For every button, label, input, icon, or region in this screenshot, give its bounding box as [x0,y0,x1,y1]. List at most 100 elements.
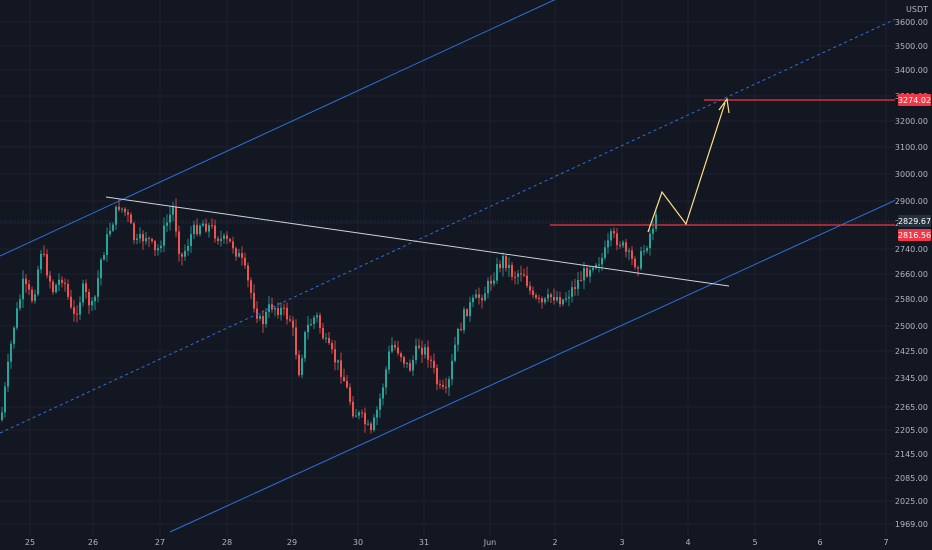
candle[interactable] [76,305,78,323]
candle[interactable] [343,368,345,383]
candle[interactable] [553,288,555,305]
candle[interactable] [217,236,219,245]
candle[interactable] [616,227,618,251]
candle[interactable] [385,366,387,395]
candle[interactable] [505,254,507,272]
candle[interactable] [229,237,231,243]
candle[interactable] [61,276,63,288]
candle[interactable] [352,396,354,419]
candle[interactable] [208,222,210,238]
candle[interactable] [364,407,366,433]
candle[interactable] [13,326,15,349]
candle[interactable] [316,312,318,323]
candle[interactable] [454,336,456,363]
candle[interactable] [568,290,570,307]
candle[interactable] [532,286,534,299]
price-badge[interactable]: 2829.67 [898,215,931,227]
candle[interactable] [415,338,417,365]
candle[interactable] [154,239,156,257]
candle[interactable] [127,208,129,222]
candle[interactable] [571,280,573,303]
candle[interactable] [4,381,6,418]
candle[interactable] [292,316,294,336]
candle[interactable] [607,232,609,254]
candle[interactable] [592,266,594,273]
candle[interactable] [1,406,3,422]
candle[interactable] [133,221,135,245]
candle[interactable] [340,352,342,384]
candle[interactable] [559,291,561,308]
candle[interactable] [646,245,648,254]
candle[interactable] [283,303,285,316]
candle[interactable] [100,257,102,286]
candle[interactable] [31,286,33,304]
candle[interactable] [181,252,183,266]
candle[interactable] [469,296,471,322]
candle[interactable] [583,261,585,290]
candle[interactable] [250,277,252,299]
candle[interactable] [610,228,612,247]
candle[interactable] [523,268,525,277]
candle[interactable] [136,233,138,245]
candle[interactable] [97,270,99,303]
candle[interactable] [271,297,273,313]
candle[interactable] [265,308,267,328]
candle[interactable] [424,343,426,359]
candle[interactable] [367,419,369,426]
candle[interactable] [307,316,309,340]
candle[interactable] [574,278,576,296]
candle[interactable] [121,207,123,213]
candle[interactable] [562,298,564,307]
candle[interactable] [49,271,51,289]
candle[interactable] [112,222,114,233]
candle[interactable] [103,251,105,261]
candle[interactable] [238,249,240,258]
candle[interactable] [649,229,651,256]
candle[interactable] [472,294,474,307]
candle[interactable] [85,279,87,299]
candle[interactable] [286,302,288,325]
channel-upper-line[interactable] [0,0,565,257]
candle[interactable] [622,240,624,248]
candle[interactable] [160,240,162,253]
candle[interactable] [400,351,402,362]
candle[interactable] [178,225,180,262]
projection-path[interactable] [647,102,726,233]
candle[interactable] [211,218,213,229]
candle[interactable] [313,315,315,329]
candle[interactable] [397,340,399,356]
candle[interactable] [460,322,462,332]
candle[interactable] [196,218,198,237]
candle[interactable] [445,377,447,394]
candle[interactable] [37,265,39,297]
candle[interactable] [247,262,249,288]
candle[interactable] [442,379,444,390]
candle[interactable] [595,262,597,270]
candle[interactable] [589,266,591,283]
candle[interactable] [295,319,297,360]
candle[interactable] [304,330,306,363]
candle[interactable] [355,408,357,418]
candle[interactable] [439,379,441,389]
candle[interactable] [544,296,546,305]
candle[interactable] [268,295,270,318]
candle[interactable] [382,383,384,406]
candle[interactable] [379,393,381,418]
channel-lower-line[interactable] [169,198,899,533]
price-axis[interactable]: USDT3600.003500.003400.003300.003200.003… [895,0,932,550]
candle[interactable] [319,312,321,334]
candle[interactable] [586,264,588,279]
candle[interactable] [109,222,111,238]
candle[interactable] [199,223,201,237]
candle[interactable] [550,292,552,303]
candle[interactable] [88,288,90,314]
candle[interactable] [226,231,228,245]
candle[interactable] [370,421,372,434]
candle[interactable] [34,289,36,304]
candle[interactable] [478,287,480,305]
candle[interactable] [451,354,453,386]
candle[interactable] [253,284,255,313]
candle[interactable] [130,212,132,225]
candle[interactable] [193,220,195,239]
candle[interactable] [106,227,108,262]
